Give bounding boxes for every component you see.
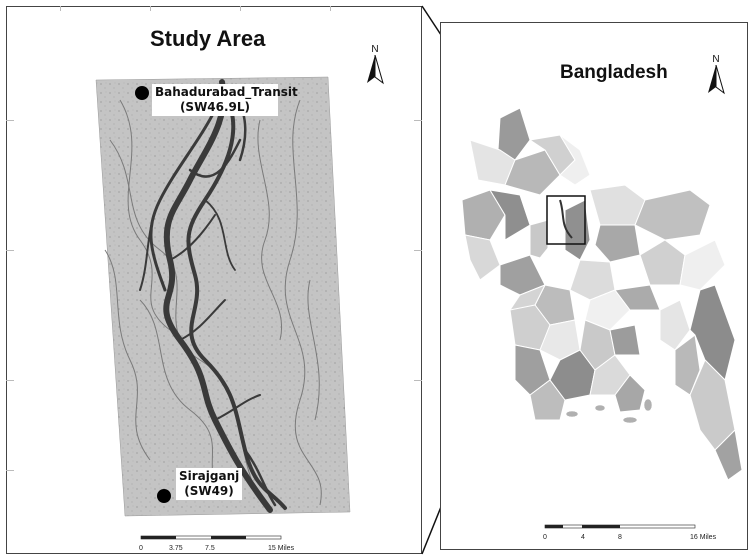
satellite-image bbox=[95, 76, 351, 517]
bangladesh-title: Bangladesh bbox=[560, 62, 668, 83]
right-scale-bar bbox=[544, 524, 696, 529]
frame-tick bbox=[6, 470, 14, 471]
frame-tick bbox=[240, 6, 241, 11]
north-label: N bbox=[712, 54, 720, 65]
frame-tick bbox=[150, 6, 151, 11]
left-scale-tick: 7.5 bbox=[205, 545, 215, 552]
frame-tick bbox=[414, 120, 422, 121]
frame-tick bbox=[6, 250, 14, 251]
station-code: (SW46.9L) bbox=[179, 100, 251, 114]
right-scale-tick: 16 Miles bbox=[690, 534, 717, 541]
left-scale-tick: 0 bbox=[139, 545, 143, 552]
station-marker-bahadurabad bbox=[135, 86, 149, 100]
study-area-title: Study Area bbox=[150, 26, 266, 51]
station-code: (SW49) bbox=[184, 484, 234, 498]
left-scale-tick: 3.75 bbox=[169, 545, 183, 552]
right-scale-tick: 0 bbox=[543, 534, 547, 541]
frame-tick bbox=[414, 380, 422, 381]
frame-tick bbox=[330, 6, 331, 11]
station-name: Sirajganj bbox=[179, 469, 240, 483]
station-label-sirajganj: Sirajganj (SW49) bbox=[176, 468, 242, 500]
study-area-inset-box bbox=[546, 195, 586, 245]
left-scale-bar bbox=[140, 535, 282, 540]
frame-tick bbox=[60, 6, 61, 11]
station-label-bahadurabad: Bahadurabad_Transit (SW46.9L) bbox=[152, 84, 298, 116]
right-scale-tick: 4 bbox=[581, 534, 585, 541]
frame-tick bbox=[414, 250, 422, 251]
left-scale-tick: 15 Miles bbox=[268, 545, 295, 552]
north-label: N bbox=[371, 44, 379, 55]
north-arrow-icon: N bbox=[365, 44, 385, 88]
frame-tick bbox=[6, 380, 14, 381]
station-marker-sirajganj bbox=[157, 489, 171, 503]
station-name: Bahadurabad_Transit bbox=[155, 85, 298, 99]
right-scale-tick: 8 bbox=[618, 534, 622, 541]
frame-tick bbox=[6, 120, 14, 121]
north-arrow-icon: N bbox=[706, 54, 726, 98]
